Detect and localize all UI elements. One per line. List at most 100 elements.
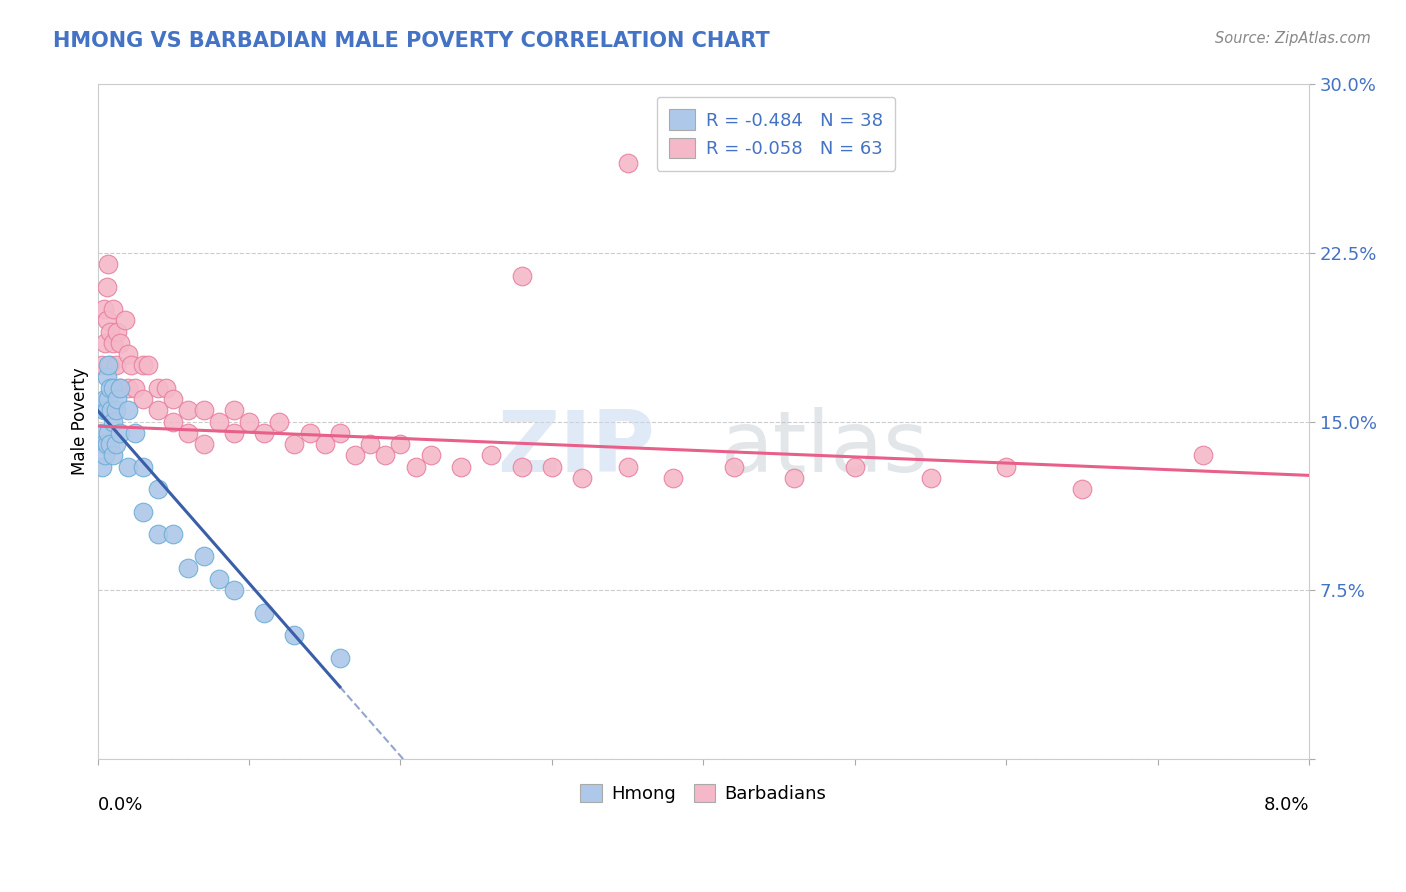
Point <box>253 425 276 440</box>
Point <box>155 381 177 395</box>
Point <box>783 471 806 485</box>
Point <box>329 650 352 665</box>
Point <box>510 459 533 474</box>
Point <box>405 459 427 474</box>
Point <box>177 560 200 574</box>
Point <box>120 359 142 373</box>
Point <box>389 437 412 451</box>
Point <box>283 437 305 451</box>
Point <box>193 403 215 417</box>
Point <box>105 392 128 406</box>
Point <box>193 549 215 564</box>
Text: Source: ZipAtlas.com: Source: ZipAtlas.com <box>1215 31 1371 46</box>
Point <box>419 448 441 462</box>
Point <box>253 606 276 620</box>
Point <box>132 359 155 373</box>
Point <box>98 437 121 451</box>
Point <box>93 403 115 417</box>
Point <box>93 437 115 451</box>
Point <box>94 392 117 406</box>
Point <box>162 527 184 541</box>
Point <box>222 583 245 598</box>
Point <box>146 527 169 541</box>
Point <box>110 425 132 440</box>
Point <box>101 448 124 462</box>
Point <box>1071 482 1094 496</box>
Point <box>146 381 169 395</box>
Point <box>97 257 120 271</box>
Point <box>114 313 136 327</box>
Point <box>616 459 638 474</box>
Point <box>104 359 127 373</box>
Point <box>98 325 121 339</box>
Point <box>97 425 120 440</box>
Point <box>450 459 472 474</box>
Point <box>96 279 118 293</box>
Point <box>374 448 396 462</box>
Point <box>97 359 120 373</box>
Point <box>110 381 132 395</box>
Point <box>91 459 114 474</box>
Point <box>1192 448 1215 462</box>
Point <box>162 415 184 429</box>
Point <box>110 381 132 395</box>
Point <box>146 482 169 496</box>
Point <box>132 459 155 474</box>
Point <box>283 628 305 642</box>
Y-axis label: Male Poverty: Male Poverty <box>72 368 89 475</box>
Point <box>616 156 638 170</box>
Point <box>100 403 122 417</box>
Point <box>314 437 336 451</box>
Point <box>117 459 139 474</box>
Point <box>101 302 124 317</box>
Point <box>110 335 132 350</box>
Point <box>269 415 291 429</box>
Point <box>91 425 114 440</box>
Point <box>96 369 118 384</box>
Point <box>298 425 321 440</box>
Point <box>96 313 118 327</box>
Point <box>662 471 685 485</box>
Point <box>117 381 139 395</box>
Point <box>124 381 146 395</box>
Point <box>541 459 564 474</box>
Point <box>359 437 381 451</box>
Legend: Hmong, Barbadians: Hmong, Barbadians <box>574 777 834 811</box>
Point <box>96 437 118 451</box>
Point <box>479 448 502 462</box>
Point <box>117 403 139 417</box>
Point <box>238 415 260 429</box>
Point <box>208 415 231 429</box>
Point <box>124 425 146 440</box>
Point <box>97 392 120 406</box>
Text: 8.0%: 8.0% <box>1264 796 1309 814</box>
Point <box>104 403 127 417</box>
Point <box>208 572 231 586</box>
Point <box>91 359 114 373</box>
Point <box>222 403 245 417</box>
Point <box>571 471 593 485</box>
Point <box>98 359 121 373</box>
Point <box>104 437 127 451</box>
Point <box>94 448 117 462</box>
Text: 0.0%: 0.0% <box>97 796 143 814</box>
Point <box>510 268 533 283</box>
Point <box>222 425 245 440</box>
Point <box>98 381 121 395</box>
Point <box>101 381 124 395</box>
Point <box>844 459 866 474</box>
Point <box>93 302 115 317</box>
Text: ZIP: ZIP <box>498 407 655 490</box>
Point <box>132 392 155 406</box>
Point <box>193 437 215 451</box>
Text: atlas: atlas <box>720 407 928 490</box>
Point <box>117 347 139 361</box>
Point <box>329 425 352 440</box>
Point <box>920 471 942 485</box>
Point <box>162 392 184 406</box>
Point <box>132 504 155 518</box>
Point <box>94 335 117 350</box>
Point <box>136 359 159 373</box>
Point <box>344 448 367 462</box>
Point <box>146 403 169 417</box>
